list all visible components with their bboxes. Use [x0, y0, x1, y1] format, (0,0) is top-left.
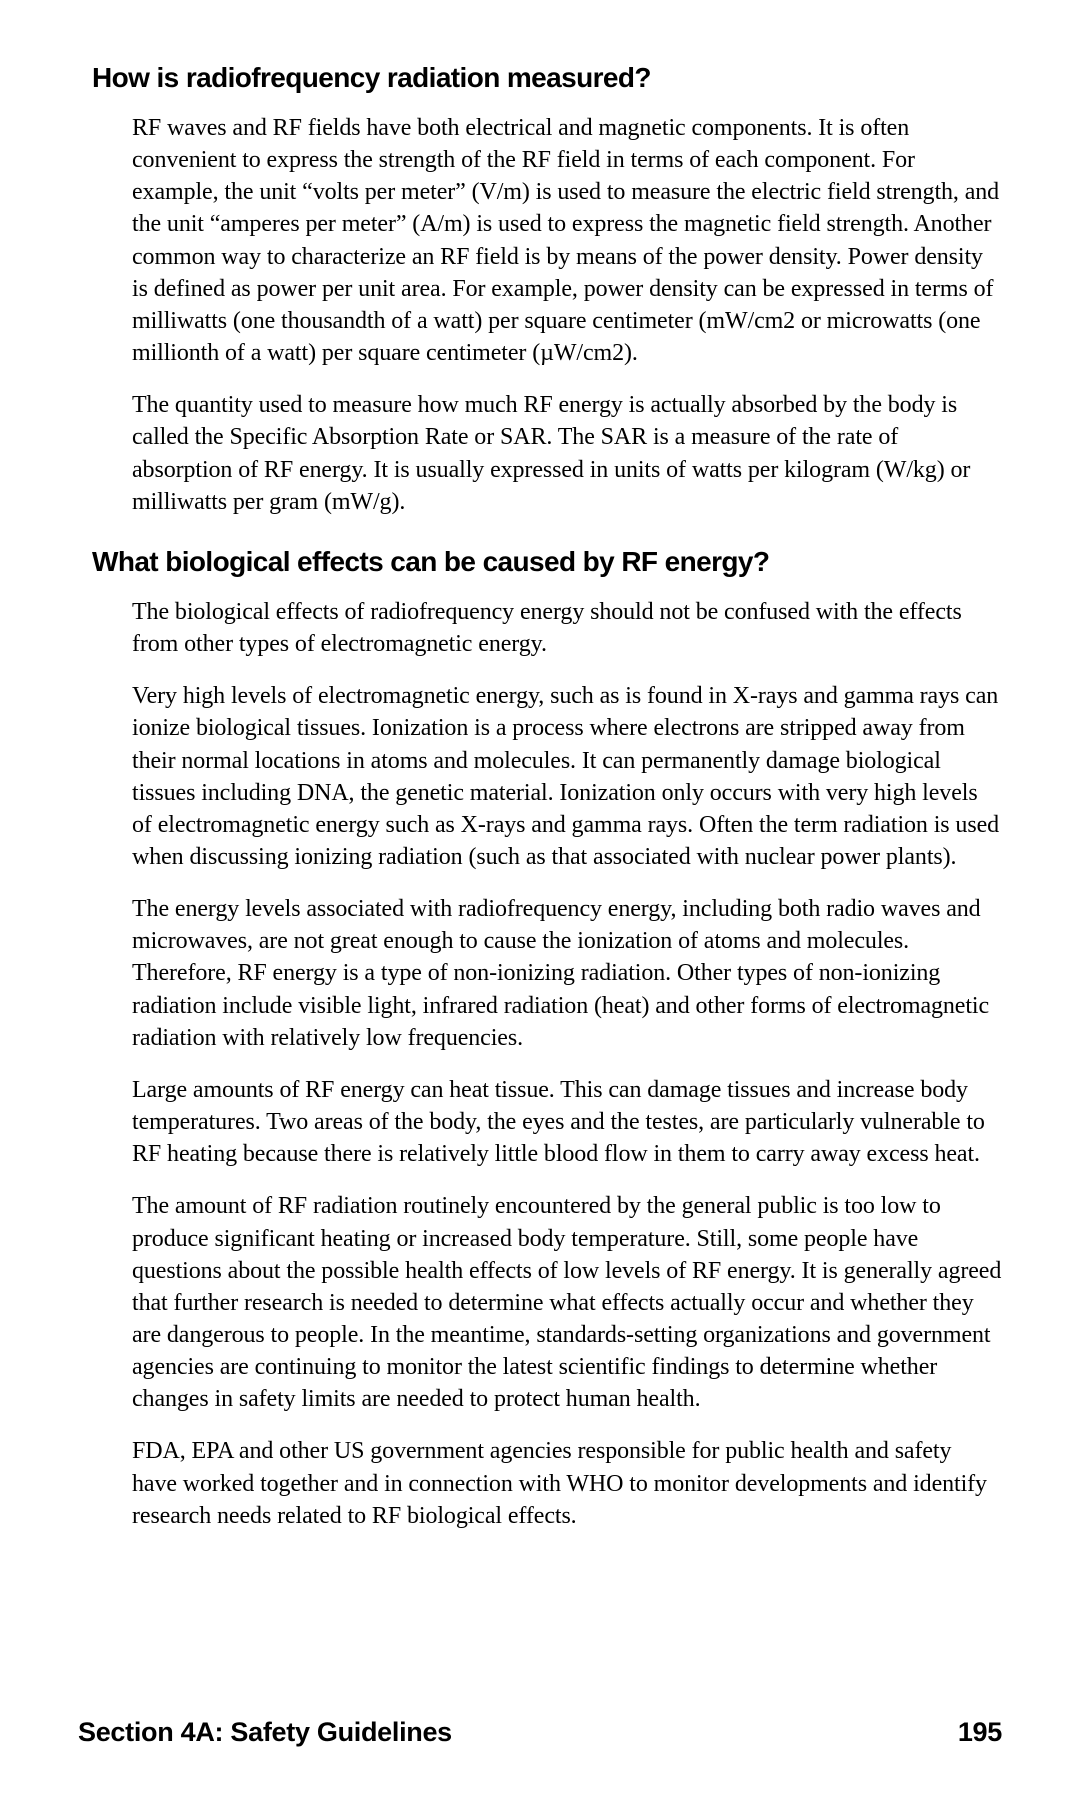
- footer-section-label: Section 4A: Safety Guidelines: [78, 1717, 452, 1748]
- body-paragraph: Large amounts of RF energy can heat tiss…: [132, 1074, 1002, 1170]
- section-heading-1: How is radiofrequency radiation measured…: [92, 62, 1002, 94]
- body-paragraph: Very high levels of electromagnetic ener…: [132, 680, 1002, 873]
- document-content: How is radiofrequency radiation measured…: [78, 62, 1002, 1532]
- body-paragraph: The biological effects of radiofrequency…: [132, 596, 1002, 660]
- body-paragraph: RF waves and RF fields have both electri…: [132, 112, 1002, 369]
- body-paragraph: The amount of RF radiation routinely enc…: [132, 1190, 1002, 1415]
- document-page: How is radiofrequency radiation measured…: [0, 0, 1080, 1800]
- body-paragraph: FDA, EPA and other US government agencie…: [132, 1435, 1002, 1531]
- footer-page-number: 195: [958, 1717, 1002, 1748]
- body-paragraph: The energy levels associated with radiof…: [132, 893, 1002, 1054]
- page-footer: Section 4A: Safety Guidelines 195: [78, 1717, 1002, 1748]
- body-paragraph: The quantity used to measure how much RF…: [132, 389, 1002, 518]
- section-heading-2: What biological effects can be caused by…: [92, 546, 1002, 578]
